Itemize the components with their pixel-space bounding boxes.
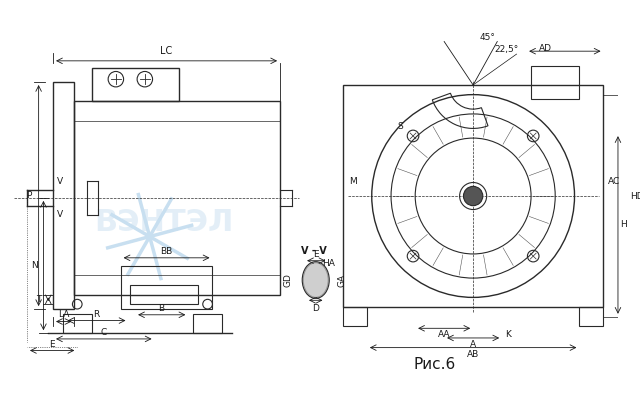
Text: HD: HD [630,191,640,200]
Bar [131,285,198,304]
Bar [579,307,604,326]
Bar [531,66,579,99]
Text: R: R [93,310,100,319]
Text: E: E [49,340,55,349]
Text: 22,5°: 22,5° [495,45,519,54]
Text: AA: AA [438,330,451,339]
Text: V: V [57,177,63,186]
Text: C: C [100,328,107,337]
Text: P: P [26,191,32,200]
Text: HA: HA [322,259,335,268]
Bar [53,82,74,309]
Text: H: H [620,220,627,230]
Text: A: A [470,340,476,349]
Bar [343,85,604,307]
Text: GA: GA [338,274,347,286]
Text: AB: AB [467,349,479,358]
Bar [343,307,367,326]
Text: D: D [312,304,319,313]
Text: V - V: V - V [301,246,326,256]
Text: AC: AC [608,177,621,186]
Text: E: E [313,250,319,259]
Text: K: K [505,330,511,339]
Text: T: T [36,295,42,304]
Text: B: B [158,304,164,313]
Ellipse shape [303,263,328,298]
Text: N: N [31,261,38,270]
Bar [92,68,179,101]
Text: V: V [57,210,63,219]
Circle shape [463,186,483,206]
Text: Рис.6: Рис.6 [413,358,456,373]
Bar [193,314,222,333]
Text: LA: LA [58,310,69,319]
Text: AD: AD [539,44,552,53]
Bar [74,101,280,294]
Bar [63,314,92,333]
Text: S: S [398,122,404,131]
Text: ВЭНТЭЛ: ВЭНТЭЛ [95,208,234,237]
Text: LC: LC [161,46,173,56]
Text: BB: BB [161,247,173,256]
Text: GD: GD [284,273,292,287]
Bar [121,266,212,309]
Text: 45°: 45° [479,33,495,42]
Text: M: M [349,177,357,186]
